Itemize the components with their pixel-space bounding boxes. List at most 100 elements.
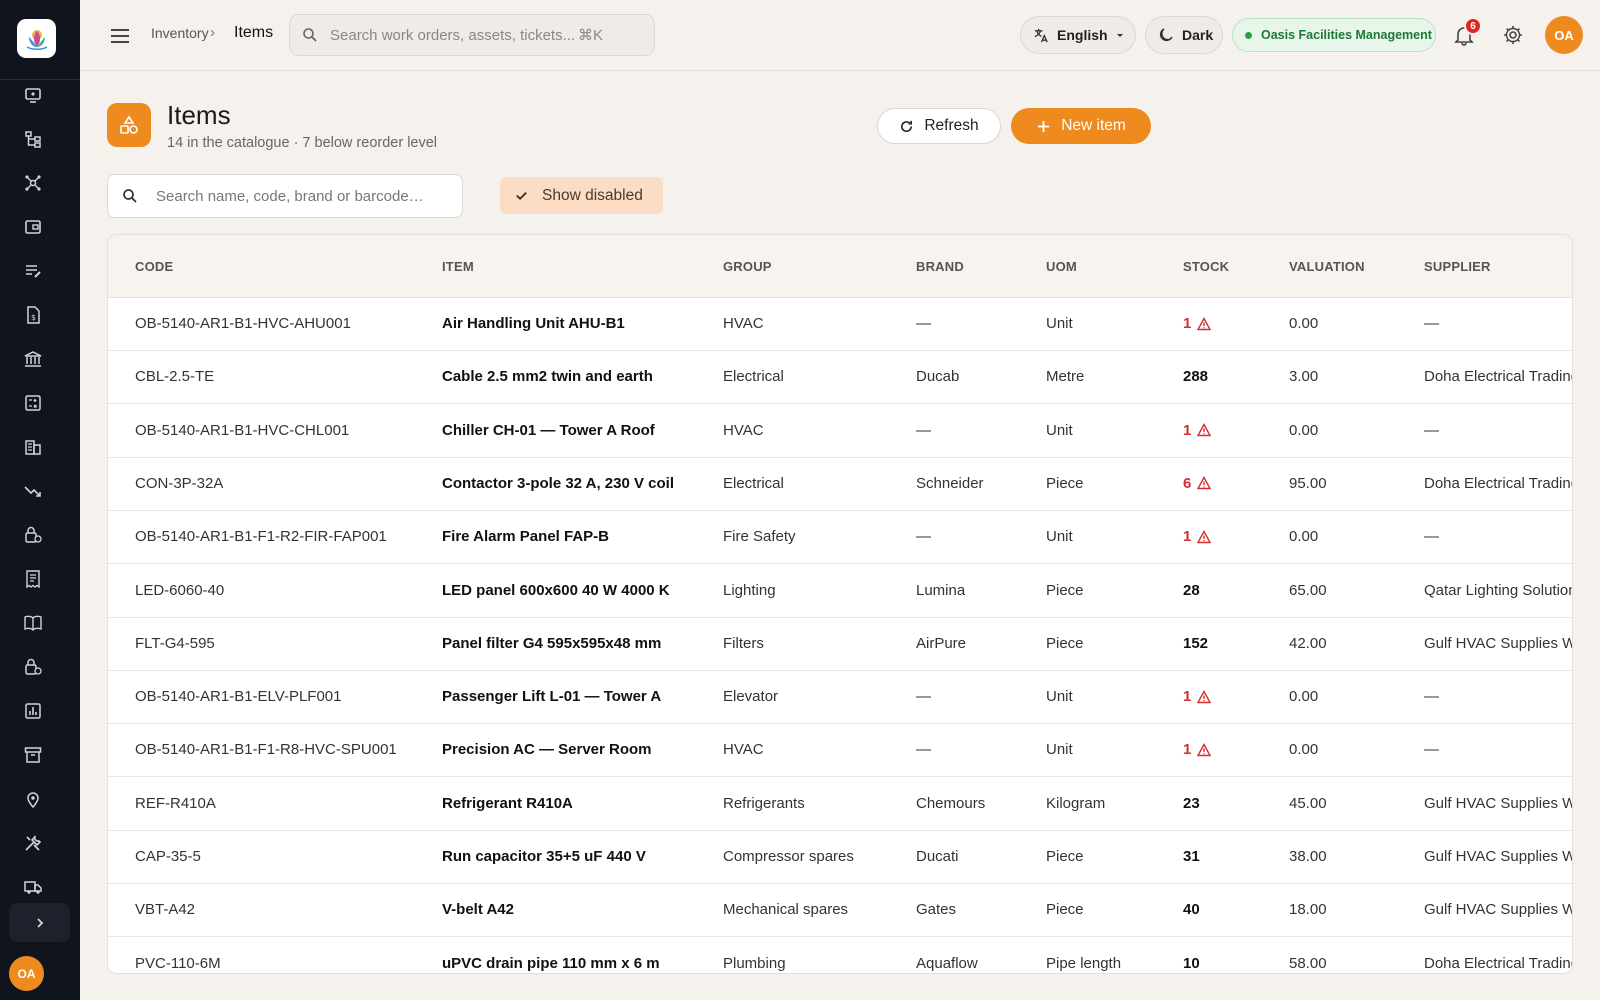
table-row[interactable]: VBT-A42 V-belt A42 Mechanical spares Gates P… bbox=[108, 884, 1572, 938]
table-row[interactable]: OB-5140-AR1-B1-HVC-AHU001 Air Handling Un… bbox=[108, 298, 1572, 351]
show-disabled-toggle[interactable]: Show disabled bbox=[500, 177, 663, 214]
table-row[interactable]: CON-3P-32A Contactor 3-pole 32 A, 230 V c… bbox=[108, 457, 1572, 511]
table-row[interactable]: OB-5140-AR1-B1-F1-R8-HVC-SPU001 Precision… bbox=[108, 724, 1572, 778]
column-header-uom[interactable]: UOM bbox=[1046, 259, 1077, 274]
lotus-logo-icon bbox=[26, 29, 47, 50]
table-row[interactable]: CAP-35-5 Run capacitor 35+5 uF 440 V Compr… bbox=[108, 831, 1572, 884]
global-search[interactable]: ⌘K bbox=[289, 14, 655, 56]
column-header-supplier[interactable]: SUPPLIER bbox=[1424, 259, 1491, 274]
table-row[interactable]: CBL-2.5-TE Cable 2.5 mm2 twin and earth El… bbox=[108, 351, 1572, 405]
gear-icon[interactable] bbox=[1502, 24, 1524, 46]
sidebar-avatar[interactable]: OA bbox=[9, 956, 44, 991]
calculator-icon bbox=[25, 395, 41, 411]
sidebar-item-wallet[interactable] bbox=[22, 216, 44, 238]
cell-item[interactable]: uPVC drain pipe 110 mm x 6 m bbox=[442, 954, 660, 972]
cell-supplier: — bbox=[1424, 421, 1439, 439]
column-header-stock[interactable]: STOCK bbox=[1183, 259, 1230, 274]
sidebar-item-locked-items[interactable] bbox=[22, 524, 44, 546]
cell-item[interactable]: Contactor 3-pole 32 A, 230 V coil bbox=[442, 474, 675, 492]
table-row[interactable]: OB-5140-AR1-B1-HVC-CHL001 Chiller CH-01 —… bbox=[108, 404, 1572, 458]
cell-group: Elevator bbox=[723, 688, 779, 706]
item-search-input[interactable] bbox=[156, 187, 446, 205]
sidebar-item-dashboard[interactable] bbox=[22, 84, 44, 106]
cell-item[interactable]: Air Handling Unit AHU-B1 bbox=[442, 315, 625, 332]
sidebar-item-archive[interactable] bbox=[22, 744, 44, 766]
cell-group: HVAC bbox=[723, 315, 764, 332]
stock-value: 1 bbox=[1183, 528, 1192, 546]
cell-brand: — bbox=[916, 741, 931, 759]
cell-item[interactable]: Refrigerant R410A bbox=[442, 794, 573, 812]
caret-down-icon bbox=[1116, 34, 1123, 37]
cell-uom: Pipe length bbox=[1046, 954, 1122, 972]
breadcrumb-inventory[interactable]: Inventory bbox=[151, 25, 209, 41]
sidebar-item-buildings[interactable] bbox=[22, 436, 44, 458]
table-row[interactable]: FLT-G4-595 Panel filter G4 595x595x48 mm F… bbox=[108, 617, 1572, 671]
show-disabled-label: Show disabled bbox=[542, 186, 643, 204]
sidebar-item-locations[interactable] bbox=[22, 788, 44, 810]
sidebar-expand-button[interactable] bbox=[9, 903, 70, 942]
sidebar-item-notes[interactable] bbox=[22, 260, 44, 282]
sidebar-item-reports[interactable] bbox=[22, 700, 44, 722]
table-row[interactable]: REF-R410A Refrigerant R410A Refrigerants Ch… bbox=[108, 777, 1572, 831]
cell-item[interactable]: Fire Alarm Panel FAP-B bbox=[442, 528, 609, 546]
lock-clock-icon bbox=[25, 526, 42, 543]
organization-badge[interactable]: Oasis Facilities Management bbox=[1232, 18, 1436, 52]
cell-supplier: Gulf HVAC Supplies WLL bbox=[1424, 794, 1572, 812]
page-subtitle: 14 in the catalogue · 7 below reorder le… bbox=[167, 135, 438, 151]
cell-item[interactable]: Precision AC — Server Room bbox=[442, 741, 652, 759]
stock-value: 28 bbox=[1183, 581, 1200, 599]
cell-brand: Ducab bbox=[916, 368, 960, 386]
column-header-valuation[interactable]: VALUATION bbox=[1289, 259, 1365, 274]
sidebar-item-hierarchy[interactable] bbox=[22, 128, 44, 150]
cell-uom: Kilogram bbox=[1046, 794, 1106, 812]
item-search[interactable] bbox=[107, 174, 463, 218]
cell-item[interactable]: Passenger Lift L-01 — Tower A bbox=[442, 688, 662, 706]
cell-uom: Unit bbox=[1046, 528, 1073, 546]
notification-badge: 6 bbox=[1464, 17, 1482, 35]
sidebar-item-calculator[interactable] bbox=[22, 392, 44, 414]
cell-item[interactable]: Cable 2.5 mm2 twin and earth bbox=[442, 368, 653, 386]
sidebar-item-receipts[interactable] bbox=[22, 568, 44, 590]
cell-item[interactable]: Panel filter G4 595x595x48 mm bbox=[442, 634, 662, 652]
cell-brand: AirPure bbox=[916, 634, 967, 652]
table-row[interactable]: LED-6060-40 LED panel 600x600 40 W 4000 K… bbox=[108, 564, 1572, 618]
user-avatar[interactable]: OA bbox=[1545, 16, 1583, 54]
sidebar-item-invoices[interactable]: $ bbox=[22, 304, 44, 326]
column-header-group[interactable]: GROUP bbox=[723, 259, 772, 274]
cell-valuation: 0.00 bbox=[1289, 421, 1319, 439]
column-header-code[interactable]: CODE bbox=[135, 259, 174, 274]
sidebar-item-trends[interactable] bbox=[22, 480, 44, 502]
cell-code: OB-5140-AR1-B1-ELV-PLF001 bbox=[135, 688, 342, 706]
cell-item[interactable]: Run capacitor 35+5 uF 440 V bbox=[442, 848, 646, 865]
cell-code: OB-5140-AR1-B1-HVC-CHL001 bbox=[135, 421, 350, 439]
column-header-item[interactable]: ITEM bbox=[442, 259, 474, 274]
table-row[interactable]: OB-5140-AR1-B1-F1-R2-FIR-FAP001 Fire Alar… bbox=[108, 511, 1572, 565]
sidebar-item-tools[interactable] bbox=[22, 832, 44, 854]
sidebar-item-manuals[interactable] bbox=[22, 612, 44, 634]
menu-icon[interactable] bbox=[108, 24, 132, 48]
table-row[interactable]: PVC-110-6M uPVC drain pipe 110 mm x 6 m Pl… bbox=[108, 937, 1572, 973]
sidebar-item-access[interactable] bbox=[22, 656, 44, 678]
trending-down-icon bbox=[24, 486, 41, 497]
lock-clock-icon bbox=[25, 658, 42, 675]
cell-uom: Metre bbox=[1046, 368, 1085, 386]
app-logo[interactable] bbox=[17, 19, 56, 58]
cell-code: CAP-35-5 bbox=[135, 848, 201, 865]
cell-item[interactable]: LED panel 600x600 40 W 4000 K bbox=[442, 581, 670, 599]
sidebar-item-bank[interactable] bbox=[22, 348, 44, 370]
language-selector[interactable]: English bbox=[1020, 16, 1136, 54]
cell-item[interactable]: Chiller CH-01 — Tower A Roof bbox=[442, 421, 655, 439]
new-item-button[interactable]: New item bbox=[1011, 108, 1151, 144]
sidebar-item-network[interactable] bbox=[22, 172, 44, 194]
sidebar-item-delivery[interactable] bbox=[22, 876, 44, 898]
sidebar: $ bbox=[0, 0, 80, 1000]
theme-toggle[interactable]: Dark bbox=[1145, 16, 1223, 54]
column-header-brand[interactable]: BRAND bbox=[916, 259, 964, 274]
cell-item[interactable]: V-belt A42 bbox=[442, 901, 514, 919]
refresh-label: Refresh bbox=[924, 117, 979, 134]
receipt-icon bbox=[26, 570, 40, 589]
global-search-input[interactable] bbox=[330, 26, 630, 44]
refresh-button[interactable]: Refresh bbox=[877, 108, 1001, 144]
translate-icon bbox=[1034, 28, 1048, 42]
table-row[interactable]: OB-5140-AR1-B1-ELV-PLF001 Passenger Lift … bbox=[108, 671, 1572, 725]
